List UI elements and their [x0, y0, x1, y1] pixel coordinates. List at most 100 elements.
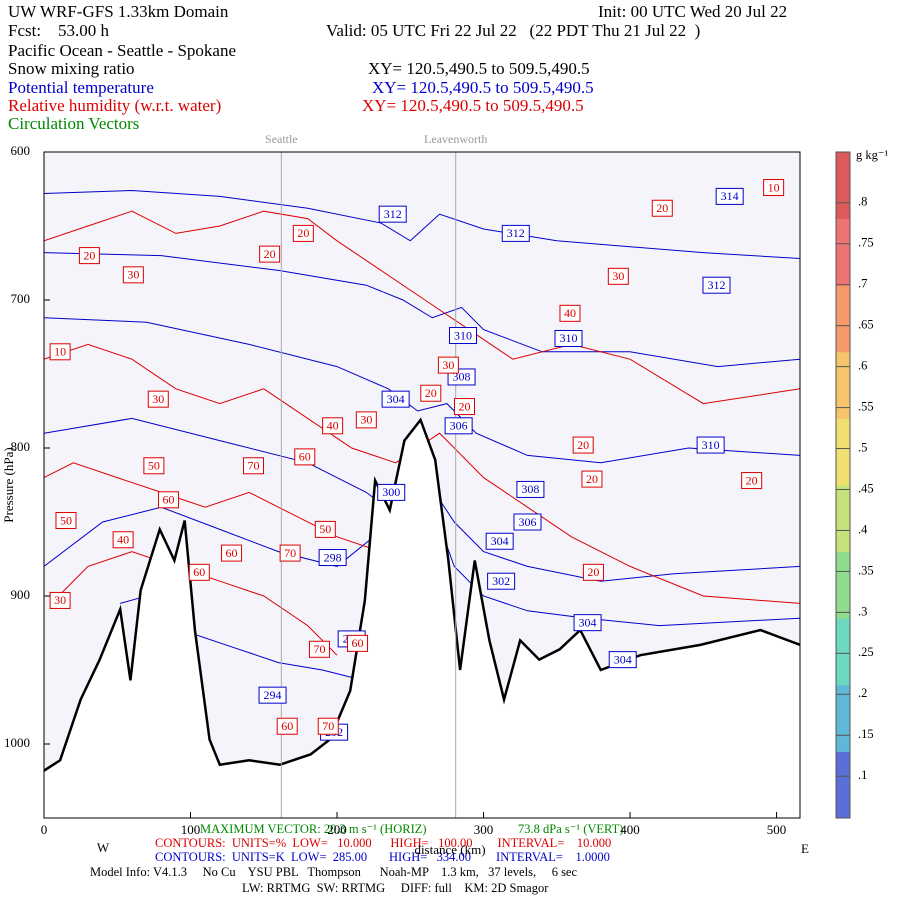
colorbar-tick-label: .6	[858, 359, 867, 373]
contour-label: 312	[507, 226, 525, 240]
contour-label-box	[501, 224, 530, 242]
contour-label: 314	[721, 189, 739, 203]
contour-line	[44, 462, 411, 567]
contour-label-box	[158, 491, 180, 509]
colorbar-segment	[836, 684, 850, 752]
contour-label-box	[243, 457, 265, 475]
contour-label: 304	[387, 392, 405, 406]
contour-label-box	[381, 390, 410, 408]
contour-label-box	[607, 267, 629, 285]
place-label: Leavenworth	[424, 132, 487, 146]
max-vector: 73.8 dPa s⁻¹ (VERT)	[518, 822, 623, 836]
contour-label: 40	[564, 306, 576, 320]
terrain-line	[44, 417, 800, 772]
contour-label-box	[322, 417, 344, 435]
contour-label-box	[188, 563, 210, 581]
colorbar-tick-label: .3	[858, 604, 867, 618]
plot-frame	[43, 151, 801, 819]
contour-label-box	[487, 572, 516, 590]
x-tick-label: 400	[620, 822, 640, 837]
contour-label-box	[49, 591, 71, 609]
contour-label-box	[702, 276, 731, 294]
colorbar-tick-label: .1	[858, 768, 867, 782]
contour-label-box	[763, 179, 785, 197]
contour-label: 304	[614, 652, 632, 666]
x-tick-label: 200	[327, 822, 347, 837]
field-label: Potential temperature	[8, 78, 154, 97]
contour-label: 70	[322, 719, 334, 733]
contour-label: 70	[248, 459, 260, 473]
colorbar-unit: g kg⁻¹	[856, 148, 888, 162]
contour-label-box	[355, 411, 377, 429]
contour-label: 60	[163, 493, 175, 507]
model-info: LW: RRTMG SW: RRTMG DIFF: full KM: 2D Sm…	[242, 881, 549, 895]
contour-label-box	[444, 417, 473, 435]
colorbar-segment	[836, 351, 850, 419]
contour-label-box	[741, 472, 763, 490]
contour-line	[44, 317, 800, 464]
contour-label: 20	[297, 226, 309, 240]
contour-label: 20	[83, 248, 95, 262]
xy-range: XY= 120.5,490.5 to 509.5,490.5	[362, 96, 584, 115]
contour-label-box	[516, 480, 545, 498]
contour-label: 30	[127, 268, 139, 282]
contour-label-box	[78, 247, 100, 265]
contour-label: 40	[327, 419, 339, 433]
contour-label-box	[143, 457, 165, 475]
valid-time: Valid: 05 UTC Fri 22 Jul 22 (22 PDT Thu …	[326, 21, 700, 40]
contour-label: 50	[148, 459, 160, 473]
contour-label: 30	[152, 392, 164, 406]
terrain-fill	[44, 419, 800, 818]
x-tick-label: 500	[767, 822, 787, 837]
contour-line	[44, 252, 800, 368]
contour-label: 20	[577, 438, 589, 452]
colorbar-tick-label: .15	[858, 727, 874, 741]
region: Pacific Ocean - Seattle - Spokane	[8, 41, 236, 60]
contour-label-box	[347, 634, 369, 652]
colorbar-tick-label: .5	[858, 440, 867, 454]
contour-label-box	[259, 245, 281, 263]
direction-label: W	[97, 840, 110, 855]
contour-label-box	[55, 512, 77, 530]
y-tick-label: 700	[11, 291, 31, 306]
contour-label: 70	[313, 642, 325, 656]
colorbar-segment	[836, 152, 850, 220]
contour-label-box	[420, 384, 442, 402]
contour-label-box	[513, 513, 542, 531]
colorbar-segment	[836, 551, 850, 619]
contour-label: 20	[746, 473, 758, 487]
colorbar-tick-label: .4	[858, 522, 868, 536]
colorbar-segment	[836, 418, 850, 486]
xy-range: XY= 120.5,490.5 to 509.5,490.5	[368, 59, 590, 78]
contour-label: 306	[450, 419, 468, 433]
contour-label-box	[572, 436, 594, 454]
field-label: Relative humidity (w.r.t. water)	[8, 96, 221, 115]
contour-label-box	[292, 224, 314, 242]
contour-label: 60	[226, 546, 238, 560]
contour-label-box	[573, 614, 602, 632]
x-tick-label: 100	[181, 822, 201, 837]
colorbar-tick-label: .8	[858, 195, 867, 209]
contour-label: 10	[768, 180, 780, 194]
y-tick-label: 800	[11, 439, 31, 454]
contour-label: 310	[560, 331, 578, 345]
contour-label: 60	[299, 450, 311, 464]
contour-label-box	[258, 686, 287, 704]
contour-label-box	[378, 205, 407, 223]
y-tick-label: 1000	[4, 735, 30, 750]
contour-label: 310	[702, 438, 720, 452]
contour-label: 20	[264, 247, 276, 261]
contour-label-box	[437, 356, 459, 374]
place-label: Seattle	[265, 132, 298, 146]
contour-label-box	[559, 304, 581, 322]
contour-line	[44, 343, 800, 604]
colorbar-segment	[836, 618, 850, 686]
contour-label: 306	[518, 515, 536, 529]
contour-label: 20	[586, 472, 598, 486]
colorbar-segment	[836, 285, 850, 353]
x-tick-label: 0	[41, 822, 48, 837]
y-tick-label: 900	[11, 587, 31, 602]
contour-label: 310	[454, 328, 472, 342]
contour-label: 60	[281, 719, 293, 733]
